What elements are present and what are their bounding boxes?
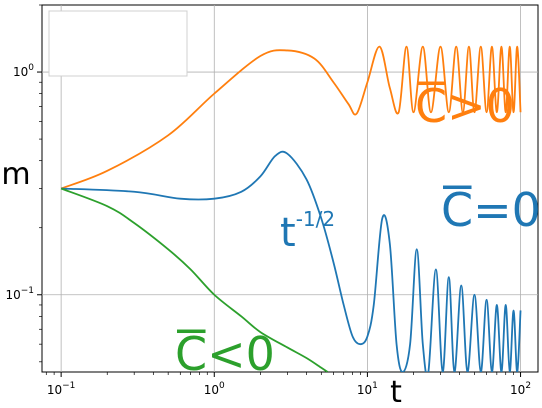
series-annotation-2: C<0	[175, 327, 275, 381]
x-tick-label: 10−1	[47, 381, 76, 397]
y-axis-label: m	[1, 157, 30, 192]
series-annotation-0: C>0	[415, 79, 515, 133]
annotation-layer: C>0 C=0 C<0 t-1/2	[175, 79, 541, 381]
series-annotation-1: C=0	[441, 183, 541, 237]
t-power-annotation: t-1/2	[280, 207, 335, 256]
tick-layer: 10−1 100 101 102 10−1 100	[5, 4, 531, 397]
x-tick-label: 101	[357, 381, 378, 397]
series-layer	[60, 45, 522, 372]
overline-bar	[177, 329, 206, 334]
legend-box	[48, 10, 188, 77]
x-tick-label: 102	[510, 381, 531, 397]
x-tick-label: 100	[204, 381, 225, 397]
y-tick-label: 10−1	[5, 286, 34, 302]
series-line-2	[60, 187, 329, 372]
series-line-0	[60, 45, 522, 190]
x-axis-label: t	[390, 375, 402, 404]
overline-bar	[443, 185, 472, 190]
overline-bar	[417, 81, 446, 86]
series-line-1	[61, 150, 522, 372]
y-tick-label: 100	[13, 63, 34, 79]
